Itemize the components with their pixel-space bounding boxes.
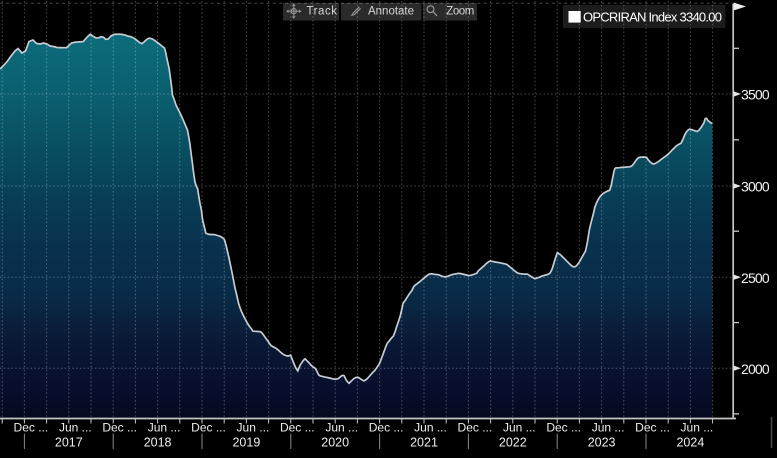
svg-text:OPCRIRAN Index 3340.00: OPCRIRAN Index 3340.00 [583, 10, 722, 25]
svg-text:Zoom: Zoom [446, 6, 474, 18]
svg-text:3500: 3500 [741, 87, 770, 103]
svg-text:2020: 2020 [321, 436, 349, 450]
svg-text:Jun ...: Jun ... [503, 421, 536, 435]
svg-text:2019: 2019 [232, 436, 260, 450]
svg-text:Dec ...: Dec ... [280, 421, 315, 435]
svg-text:Jun ...: Jun ... [414, 421, 447, 435]
svg-text:Dec ...: Dec ... [191, 421, 226, 435]
svg-text:Jun ...: Jun ... [681, 421, 714, 435]
svg-text:Jun ...: Jun ... [237, 421, 270, 435]
svg-text:Dec ...: Dec ... [369, 421, 404, 435]
svg-text:2022: 2022 [499, 436, 527, 450]
svg-text:Dec ...: Dec ... [14, 421, 49, 435]
svg-text:Jun ...: Jun ... [592, 421, 625, 435]
svg-text:Track: Track [307, 6, 338, 18]
svg-text:2023: 2023 [588, 436, 616, 450]
svg-text:3000: 3000 [741, 179, 770, 195]
svg-text:2021: 2021 [410, 436, 438, 450]
svg-text:2500: 2500 [741, 270, 770, 286]
svg-text:Jun ...: Jun ... [148, 421, 181, 435]
svg-text:Jun ...: Jun ... [325, 421, 358, 435]
svg-text:Jun ...: Jun ... [59, 421, 92, 435]
svg-text:2018: 2018 [144, 436, 172, 450]
svg-text:Dec ...: Dec ... [458, 421, 493, 435]
svg-text:2024: 2024 [676, 436, 704, 450]
svg-text:Dec ...: Dec ... [635, 421, 670, 435]
svg-text:2000: 2000 [741, 361, 770, 377]
svg-text:2017: 2017 [55, 436, 83, 450]
svg-text:Annotate: Annotate [368, 6, 414, 18]
svg-text:Dec ...: Dec ... [546, 421, 581, 435]
svg-text:Dec ...: Dec ... [102, 421, 137, 435]
